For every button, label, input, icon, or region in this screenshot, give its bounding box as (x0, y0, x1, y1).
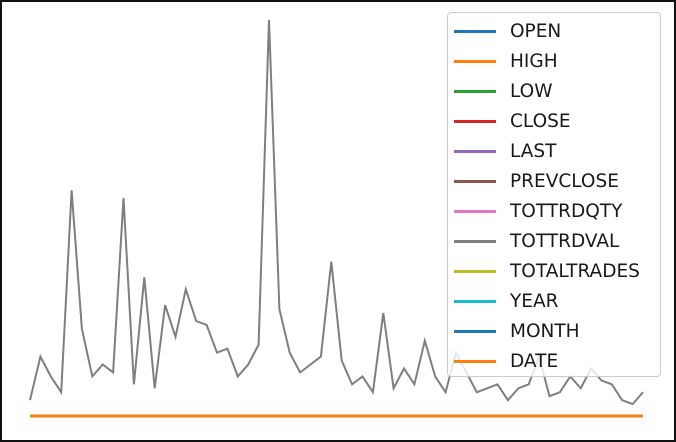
legend-label: OPEN (510, 21, 562, 42)
legend-label: CLOSE (510, 111, 571, 132)
legend-label: TOTTRDVAL (510, 231, 620, 252)
legend-entry-month: MONTH (448, 316, 662, 346)
legend-entry-tottrdqty: TOTTRDQTY (448, 196, 662, 226)
legend-entry-tottrdval: TOTTRDVAL (448, 226, 662, 256)
legend-swatch (454, 210, 496, 213)
legend-swatch (454, 180, 496, 183)
legend-label: TOTALTRADES (510, 261, 640, 282)
legend-swatch (454, 300, 496, 303)
legend-swatch (454, 150, 496, 153)
legend-swatch (454, 60, 496, 63)
legend-entry-year: YEAR (448, 286, 662, 316)
legend-entry-totaltrades: TOTALTRADES (448, 256, 662, 286)
legend-swatch (454, 90, 496, 93)
legend-entry-prevclose: PREVCLOSE (448, 166, 662, 196)
legend-label: TOTTRDQTY (510, 201, 623, 222)
legend-swatch (454, 30, 496, 33)
legend-label: YEAR (510, 291, 559, 312)
legend-swatch (454, 330, 496, 333)
legend-label: PREVCLOSE (510, 171, 619, 192)
legend-swatch (454, 240, 496, 243)
legend-entry-low: LOW (448, 76, 662, 106)
legend-swatch (454, 120, 496, 123)
legend-label: LAST (510, 141, 557, 162)
legend-entry-high: HIGH (448, 46, 662, 76)
series-layer (29, 19, 644, 418)
legend-entry-last: LAST (448, 136, 662, 166)
legend-entry-close: CLOSE (448, 106, 662, 136)
legend-label: LOW (510, 81, 553, 102)
legend-label: MONTH (510, 321, 580, 342)
legend-label: HIGH (510, 51, 558, 72)
legend-swatch (454, 270, 496, 273)
legend-swatch (454, 360, 496, 363)
legend-entry-date: DATE (448, 346, 662, 376)
legend-entry-open: OPEN (448, 16, 662, 46)
legend: OPEN HIGH LOW CLOSE LAST PREVCLOSE TOTTRDQTY TO… (447, 12, 661, 377)
legend-label: DATE (510, 351, 559, 372)
